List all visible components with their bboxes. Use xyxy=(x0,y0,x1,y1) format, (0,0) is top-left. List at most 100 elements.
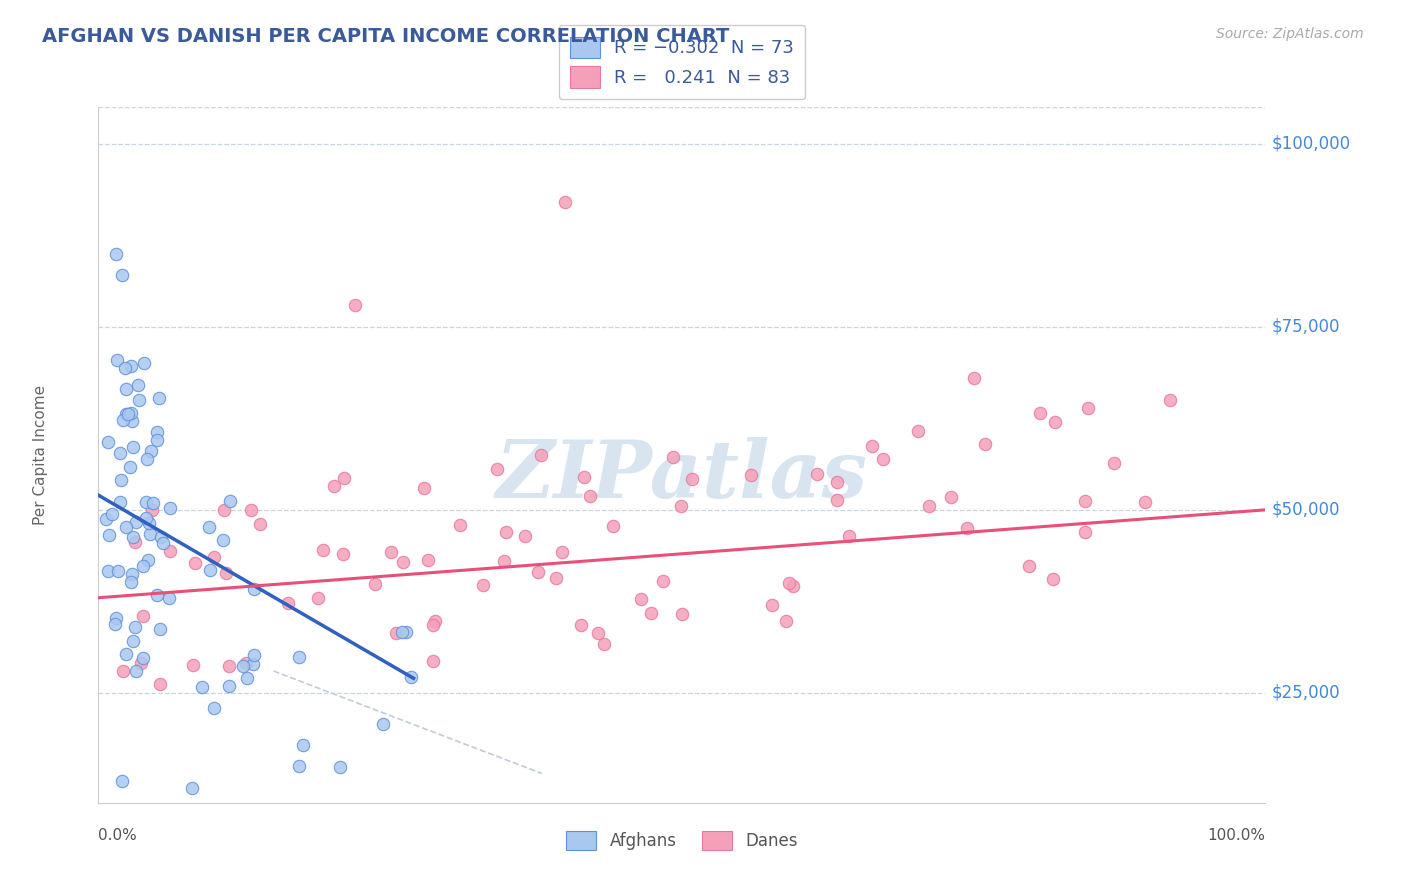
Point xyxy=(146,433,169,447)
Point xyxy=(115,647,138,661)
Point xyxy=(131,651,153,665)
Point xyxy=(571,617,593,632)
Point xyxy=(485,462,508,476)
Point xyxy=(391,555,413,569)
Point xyxy=(125,515,148,529)
Point xyxy=(146,425,169,439)
Point xyxy=(860,439,883,453)
Point xyxy=(141,443,163,458)
Point xyxy=(136,451,159,466)
Point xyxy=(1029,406,1052,420)
Text: $25,000: $25,000 xyxy=(1271,684,1340,702)
Point xyxy=(235,657,257,671)
Point xyxy=(640,607,662,621)
Point xyxy=(198,563,221,577)
Text: $100,000: $100,000 xyxy=(1271,135,1350,153)
Point xyxy=(1102,456,1125,470)
Point xyxy=(630,592,652,607)
Point xyxy=(579,489,602,503)
Point xyxy=(127,378,149,392)
Point xyxy=(825,493,848,508)
Point xyxy=(288,758,311,772)
Point xyxy=(806,467,828,482)
Point xyxy=(307,591,329,605)
Point xyxy=(198,519,221,533)
Point xyxy=(671,607,693,621)
Point xyxy=(527,565,550,579)
Point xyxy=(322,479,344,493)
Legend: Afghans, Danes: Afghans, Danes xyxy=(560,824,804,857)
Point xyxy=(288,649,311,664)
Point xyxy=(118,459,141,474)
Point xyxy=(215,566,238,580)
Point xyxy=(111,664,134,678)
Point xyxy=(115,519,138,533)
Point xyxy=(1073,494,1095,508)
Point xyxy=(593,636,616,650)
Point xyxy=(1074,525,1097,540)
Point xyxy=(775,614,797,628)
Point xyxy=(872,451,894,466)
Point xyxy=(122,634,145,648)
Point xyxy=(138,516,160,530)
Point xyxy=(513,529,536,543)
Point xyxy=(129,657,152,671)
Point xyxy=(124,535,146,549)
Point xyxy=(111,413,134,427)
Point xyxy=(135,495,157,509)
Point xyxy=(104,246,127,260)
Point xyxy=(132,559,155,574)
Point xyxy=(939,490,962,504)
Point xyxy=(962,371,984,385)
Point xyxy=(329,760,352,774)
Point xyxy=(232,658,254,673)
Point xyxy=(211,533,233,547)
Point xyxy=(242,582,264,596)
Point xyxy=(662,450,685,464)
Point xyxy=(416,552,439,566)
Point xyxy=(97,565,120,579)
Point xyxy=(572,470,595,484)
Point xyxy=(132,356,155,370)
Point xyxy=(128,392,150,407)
Point xyxy=(107,565,129,579)
Point xyxy=(333,471,356,485)
Point xyxy=(391,624,413,639)
Point xyxy=(380,545,402,559)
Point xyxy=(471,577,494,591)
Point xyxy=(602,519,624,533)
Point xyxy=(554,195,576,210)
Point xyxy=(371,717,394,731)
Point xyxy=(141,503,163,517)
Point xyxy=(1018,558,1040,573)
Point xyxy=(97,435,120,450)
Point xyxy=(551,545,574,559)
Point xyxy=(159,544,181,558)
Point xyxy=(104,616,127,631)
Text: Per Capita Income: Per Capita Income xyxy=(32,384,48,525)
Point xyxy=(212,503,235,517)
Point xyxy=(1159,392,1181,407)
Point xyxy=(974,436,997,450)
Point xyxy=(120,359,142,374)
Point xyxy=(132,608,155,623)
Point xyxy=(94,512,117,526)
Text: Source: ZipAtlas.com: Source: ZipAtlas.com xyxy=(1216,27,1364,41)
Point xyxy=(761,598,783,612)
Point xyxy=(449,517,471,532)
Text: 100.0%: 100.0% xyxy=(1208,829,1265,844)
Point xyxy=(423,615,446,629)
Point xyxy=(1045,415,1067,429)
Point xyxy=(121,567,143,582)
Point xyxy=(401,670,423,684)
Point xyxy=(152,536,174,550)
Point xyxy=(135,510,157,524)
Text: $75,000: $75,000 xyxy=(1271,318,1340,335)
Point xyxy=(218,659,240,673)
Point xyxy=(114,361,136,376)
Text: AFGHAN VS DANISH PER CAPITA INCOME CORRELATION CHART: AFGHAN VS DANISH PER CAPITA INCOME CORRE… xyxy=(42,27,730,45)
Point xyxy=(105,610,128,624)
Point xyxy=(115,382,138,396)
Point xyxy=(121,414,143,428)
Point xyxy=(236,671,259,685)
